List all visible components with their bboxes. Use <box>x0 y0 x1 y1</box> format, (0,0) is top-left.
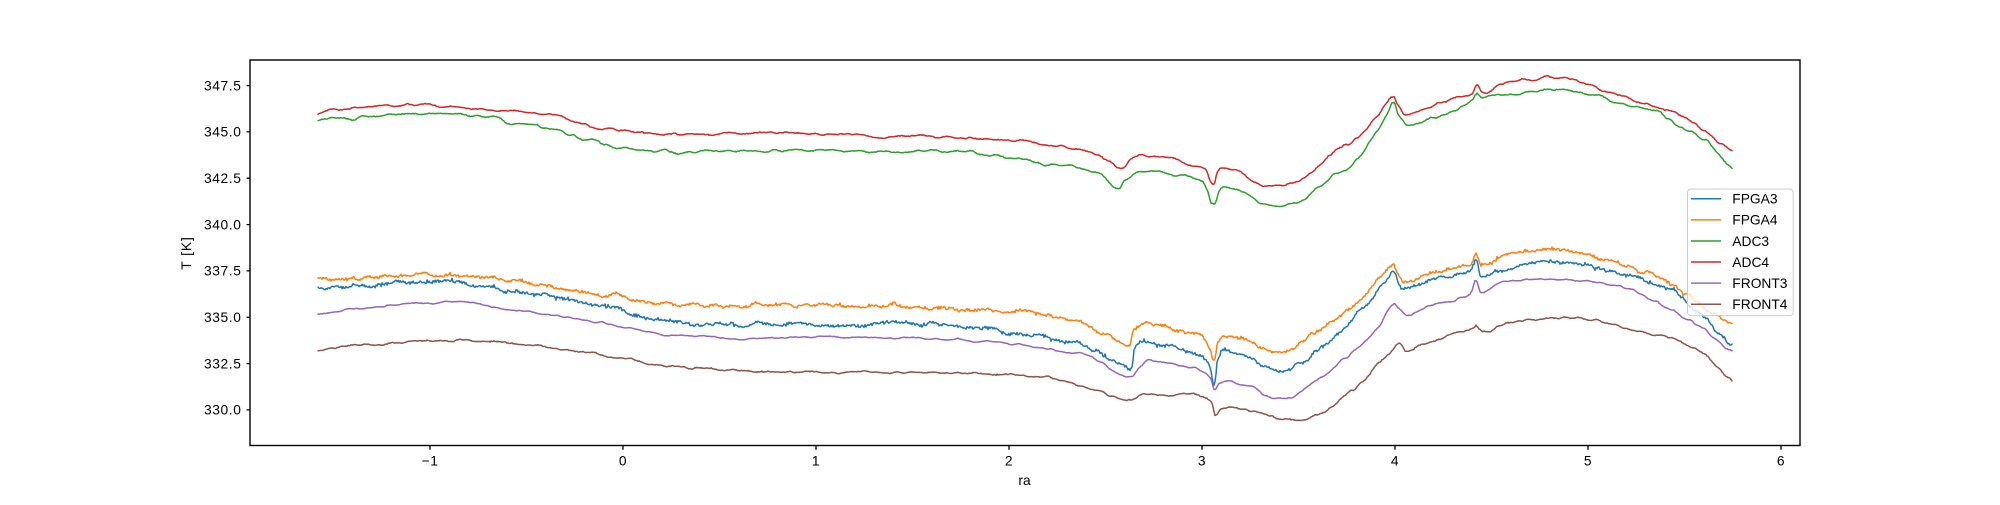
svg-text:345.0: 345.0 <box>204 125 242 140</box>
svg-text:337.5: 337.5 <box>204 264 242 279</box>
svg-text:2: 2 <box>1005 454 1013 469</box>
svg-text:4: 4 <box>1391 454 1399 469</box>
svg-text:FPGA3: FPGA3 <box>1732 192 1778 207</box>
svg-text:1: 1 <box>812 454 820 469</box>
svg-text:−1: −1 <box>422 454 439 469</box>
svg-text:FRONT4: FRONT4 <box>1732 297 1788 312</box>
svg-text:0: 0 <box>619 454 627 469</box>
svg-text:6: 6 <box>1777 454 1785 469</box>
svg-text:ra: ra <box>1018 473 1031 488</box>
svg-text:335.0: 335.0 <box>204 310 242 325</box>
svg-text:330.0: 330.0 <box>204 403 242 418</box>
svg-text:T [K]: T [K] <box>179 236 194 269</box>
svg-text:340.0: 340.0 <box>204 217 242 232</box>
svg-text:ADC4: ADC4 <box>1732 255 1769 270</box>
svg-text:FPGA4: FPGA4 <box>1732 213 1778 228</box>
svg-text:ADC3: ADC3 <box>1732 234 1769 249</box>
svg-text:FRONT3: FRONT3 <box>1732 276 1788 291</box>
svg-text:5: 5 <box>1584 454 1592 469</box>
svg-text:332.5: 332.5 <box>204 356 242 371</box>
svg-text:342.5: 342.5 <box>204 171 242 186</box>
svg-text:347.5: 347.5 <box>204 78 242 93</box>
svg-text:3: 3 <box>1198 454 1206 469</box>
